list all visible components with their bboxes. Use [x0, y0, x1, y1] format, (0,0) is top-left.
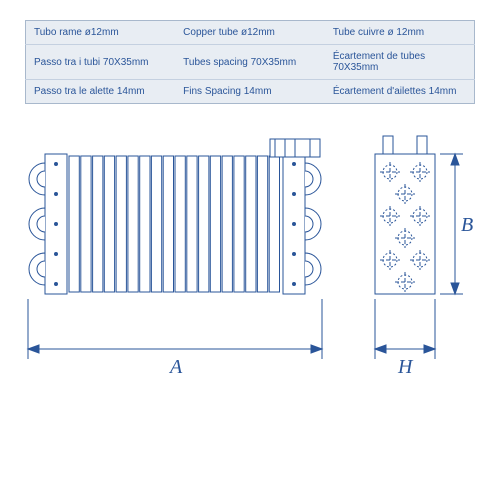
- table-row: Tubo rame ø12mm Copper tube ø12mm Tube c…: [26, 21, 475, 45]
- table-row: Passo tra le alette 14mm Fins Spacing 14…: [26, 80, 475, 104]
- dimension-h-label: H: [398, 356, 412, 379]
- cell-en: Copper tube ø12mm: [175, 21, 325, 45]
- cell-it: Passo tra le alette 14mm: [26, 80, 176, 104]
- cell-fr: Tube cuivre ø 12mm: [325, 21, 475, 45]
- technical-drawing: A B H: [25, 134, 475, 414]
- cell-it: Passo tra i tubi 70X35mm: [26, 45, 176, 80]
- table-row: Passo tra i tubi 70X35mm Tubes spacing 7…: [26, 45, 475, 80]
- cell-fr: Écartement de tubes 70X35mm: [325, 45, 475, 80]
- dimension-a-label: A: [170, 356, 182, 379]
- cell-it: Tubo rame ø12mm: [26, 21, 176, 45]
- spec-table: Tubo rame ø12mm Copper tube ø12mm Tube c…: [25, 20, 475, 104]
- cell-en: Fins Spacing 14mm: [175, 80, 325, 104]
- dimension-b-label: B: [461, 214, 473, 237]
- cell-en: Tubes spacing 70X35mm: [175, 45, 325, 80]
- cell-fr: Écartement d'ailettes 14mm: [325, 80, 475, 104]
